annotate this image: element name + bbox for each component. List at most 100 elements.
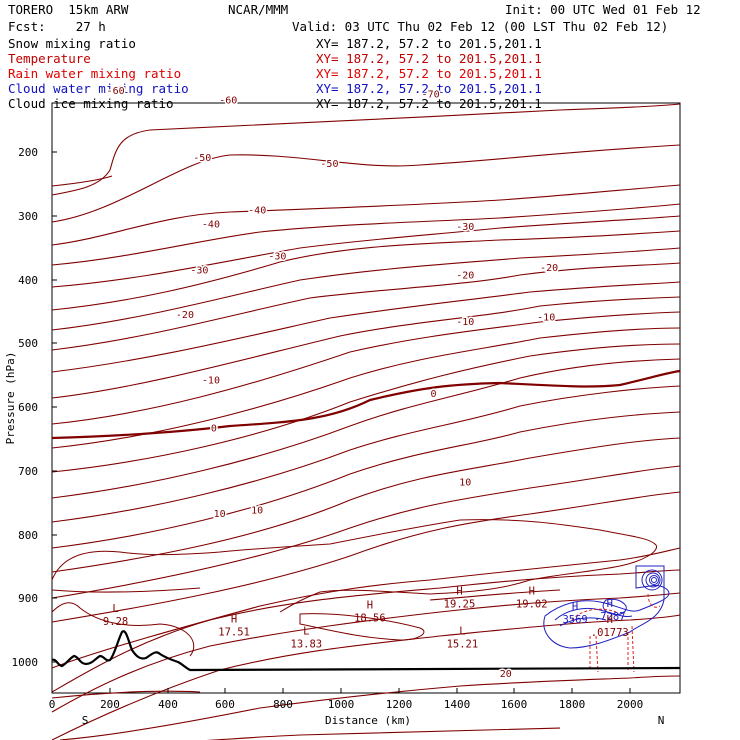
north-endpoint-label: N [658,714,665,727]
isotherm-line [51,184,681,246]
x-tick-label: 600 [215,698,235,711]
cloud-water-contour [649,575,659,585]
model-title: TORERO 15km ARW [8,2,129,17]
y-tick-label: 300 [18,210,38,223]
contour-label: -10 [537,312,555,323]
pressure-center-type: H [572,601,578,613]
pressure-centers: L9.28 H17.51 L13.83H18.56H19.25L15.21H19.0… [103,585,629,650]
pressure-center-value: 3569 [562,614,587,626]
isotherm-line [51,215,681,288]
pressure-center-type: H [367,599,373,611]
pressure-center-value: .01773 [591,627,629,639]
terrain-line [51,630,681,672]
contour-label: -70 [422,89,440,100]
isotherm-line [51,281,681,373]
rain-contour [571,608,617,621]
contour-label: -10 [202,376,220,387]
axis-ticks [51,151,631,693]
contour-label: -30 [268,251,286,262]
contour-label: -10 [456,317,474,328]
contour-labels: -60 -60 -70 -50 -50 -40 -40 -30 -30 -30 -20 -20 -20 -… [105,85,560,682]
contour-label: 10 [214,509,226,520]
contour-label: -40 [202,219,220,230]
isotherm-line [51,690,201,699]
x-tick-label: 1600 [501,698,528,711]
pressure-center-value: 18.56 [354,612,386,624]
pressure-center-value: 19.02 [516,598,548,610]
zero-isotherm [51,369,681,440]
legend-cloud-water-label: Cloud water mixing ratio [8,81,189,96]
isotherm-line [51,327,681,449]
pressure-center-value: 15.21 [447,638,479,650]
isotherm-line [51,592,681,713]
boundary-layer-contour [51,519,657,613]
contour-label: 0 [211,423,217,434]
contour-label: -20 [456,270,474,281]
rain-contour [589,625,635,673]
x-tick-label: 1000 [328,698,355,711]
rain-contours [571,593,661,673]
isotherm-lines [51,103,681,740]
cloud-water-contour [559,617,607,627]
contour-label: 0 [430,389,436,400]
legend-rain-xy: XY= 187.2, 57.2 to 201.5,201.1 [316,66,542,81]
contour-label: 20 [500,669,512,680]
legend-cloud-water-xy: XY= 187.2, 57.2 to 201.5,201.1 [316,81,542,96]
contour-label: 10 [459,478,471,489]
y-axis-title: Pressure (hPa) [4,352,17,445]
contour-label: -50 [320,159,338,170]
rain-contour [647,593,661,608]
pressure-center-type: L [459,625,465,637]
x-tick-label: 200 [100,698,120,711]
x-tick-label: 2000 [617,698,644,711]
isotherm-line [51,358,681,499]
isotherm-line [51,343,681,473]
legend-temperature-xy: XY= 187.2, 57.2 to 201.5,201.1 [316,51,542,66]
init-time: Init: 00 UTC Wed 01 Feb 12 [505,2,701,17]
pressure-center-value: 19.25 [444,598,476,610]
pressure-center-type: H [529,585,535,597]
isotherm-line [51,437,681,573]
y-tick-label: 800 [18,529,38,542]
pressure-center-type: H [231,613,237,625]
x-axis-title: Distance (km) [325,714,411,727]
pressure-center-type: H [607,614,613,626]
y-tick-label: 600 [18,401,38,414]
pressure-center-value: 17.51 [218,626,250,638]
legend-snow-xy: XY= 187.2, 57.2 to 201.5,201.1 [316,36,542,51]
boundary-layer-contour [51,602,195,657]
isotherm-line [51,103,681,196]
isotherm-line [51,411,681,549]
isotherm-line [51,547,681,669]
y-tick-label: 400 [18,274,38,287]
isotherm-line [51,144,681,223]
isotherm-line [51,465,681,599]
isotherm-line [51,311,681,425]
contour-label: -50 [193,153,211,164]
isotherm-line [51,262,681,351]
isotherm-line [51,491,681,623]
pressure-center-value: 9.28 [103,616,128,628]
boundary-layer-contours [51,519,657,657]
south-endpoint-label: S [82,714,89,727]
boundary-layer-contour [299,613,425,641]
x-tick-label: 0 [49,698,56,711]
x-tick-label: 1200 [386,698,413,711]
contour-label: -60 [107,86,125,97]
cloud-water-contour [554,607,633,621]
isotherm-line [51,587,201,593]
isotherm-line [205,727,561,740]
x-tick-label: 800 [273,698,293,711]
x-tick-label: 1800 [559,698,586,711]
contour-label: 10 [251,506,263,517]
cloud-water-contour [641,569,663,591]
isotherm-line [59,675,681,740]
legend-temperature-label: Temperature [8,51,91,66]
cloud-water-contour [543,565,670,649]
isotherm-line [51,569,681,693]
isotherm-line [51,230,681,311]
legend-snow-label: Snow mixing ratio [8,36,136,51]
contour-label: -40 [248,205,266,216]
cloud-water-contour [645,572,661,588]
